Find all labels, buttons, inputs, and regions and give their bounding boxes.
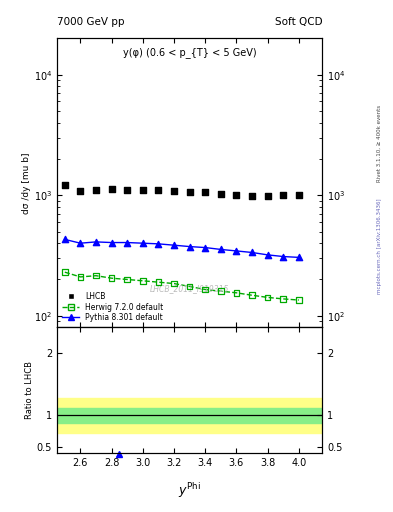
Herwig 7.2.0 default (296, 296, 302, 304)
Herwig 7.2.0 default (218, 287, 224, 295)
Pythia 8.301 default (264, 251, 271, 259)
Text: 7000 GeV pp: 7000 GeV pp (57, 17, 125, 27)
Pythia 8.301 default (218, 245, 224, 253)
Herwig 7.2.0 default (155, 278, 162, 286)
Pythia 8.301 default (233, 247, 240, 255)
Pythia 8.301 default (202, 244, 208, 252)
Pythia 8.301 default (155, 240, 162, 248)
Text: LHCB_2011_I919315: LHCB_2011_I919315 (150, 284, 229, 293)
LHCB (124, 186, 130, 194)
Herwig 7.2.0 default (202, 286, 208, 294)
Herwig 7.2.0 default (62, 268, 68, 276)
Text: Soft QCD: Soft QCD (275, 17, 322, 27)
Pythia 8.301 default (280, 252, 286, 261)
LHCB (140, 186, 146, 194)
Herwig 7.2.0 default (280, 295, 286, 303)
Y-axis label: dσ /dy [mu b]: dσ /dy [mu b] (22, 152, 31, 214)
Herwig 7.2.0 default (108, 274, 115, 282)
Text: mcplots.cern.ch [arXiv:1306.3436]: mcplots.cern.ch [arXiv:1306.3436] (377, 198, 382, 293)
Herwig 7.2.0 default (124, 275, 130, 284)
Text: $y^{\rm Phi}$: $y^{\rm Phi}$ (178, 481, 201, 500)
Herwig 7.2.0 default (186, 283, 193, 291)
LHCB (264, 191, 271, 200)
Pythia 8.301 default (186, 243, 193, 251)
Herwig 7.2.0 default (171, 280, 177, 288)
Pythia 8.301 default (171, 241, 177, 249)
LHCB (233, 190, 240, 199)
Pythia 8.301 default (296, 253, 302, 262)
Herwig 7.2.0 default (233, 289, 240, 297)
Pythia 8.301 default (62, 236, 68, 244)
LHCB (186, 187, 193, 196)
Pythia 8.301 default (124, 239, 130, 247)
LHCB (108, 185, 115, 193)
Herwig 7.2.0 default (140, 276, 146, 285)
LHCB (296, 190, 302, 199)
LHCB (62, 181, 68, 189)
Pythia 8.301 default (93, 238, 99, 246)
Y-axis label: Ratio to LHCB: Ratio to LHCB (25, 361, 34, 419)
Text: Rivet 3.1.10, ≥ 400k events: Rivet 3.1.10, ≥ 400k events (377, 105, 382, 182)
LHCB (249, 191, 255, 200)
Pythia 8.301 default (77, 239, 84, 247)
LHCB (171, 186, 177, 195)
Pythia 8.301 default (249, 248, 255, 257)
Legend: LHCB, Herwig 7.2.0 default, Pythia 8.301 default: LHCB, Herwig 7.2.0 default, Pythia 8.301… (61, 290, 165, 324)
Herwig 7.2.0 default (93, 271, 99, 280)
Herwig 7.2.0 default (249, 291, 255, 300)
LHCB (280, 191, 286, 199)
LHCB (93, 186, 99, 195)
LHCB (218, 189, 224, 198)
Pythia 8.301 default (108, 239, 115, 247)
LHCB (202, 188, 208, 196)
LHCB (155, 186, 162, 195)
Text: y(φ) (0.6 < p_{T} < 5 GeV): y(φ) (0.6 < p_{T} < 5 GeV) (123, 47, 257, 58)
LHCB (77, 186, 84, 195)
Herwig 7.2.0 default (77, 273, 84, 281)
Pythia 8.301 default (140, 239, 146, 247)
Herwig 7.2.0 default (264, 293, 271, 302)
